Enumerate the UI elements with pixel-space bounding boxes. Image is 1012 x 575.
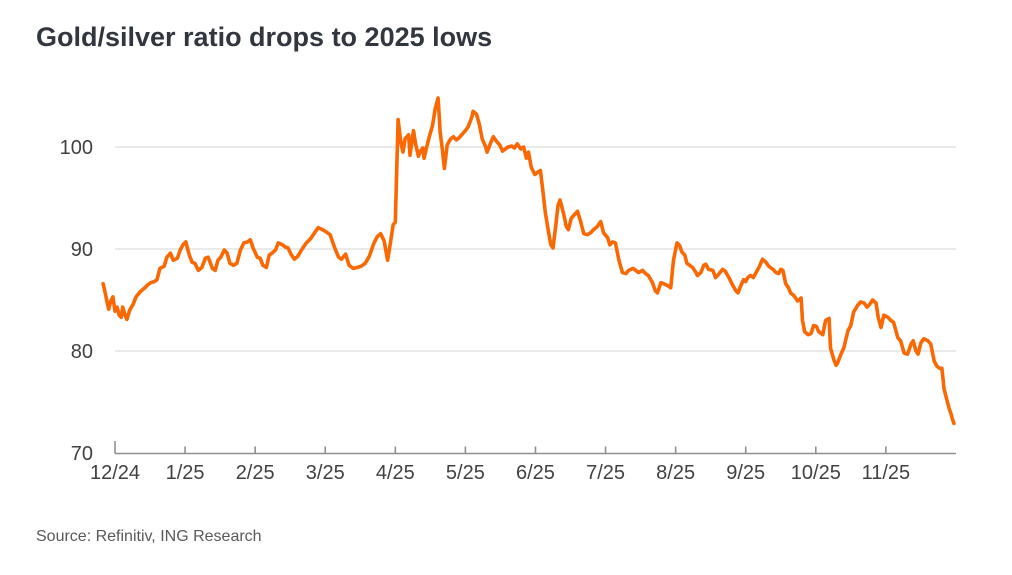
y-axis-label: 80 bbox=[71, 341, 93, 363]
y-axis-label: 100 bbox=[60, 137, 93, 159]
x-axis-label: 8/25 bbox=[656, 462, 695, 484]
x-axis-label: 10/25 bbox=[791, 462, 841, 484]
x-axis-label: 1/25 bbox=[166, 462, 205, 484]
x-axis-label: 2/25 bbox=[236, 462, 275, 484]
y-axis-label: 90 bbox=[71, 239, 93, 261]
source-note: Source: Refinitiv, ING Research bbox=[36, 528, 262, 545]
x-axis-label: 5/25 bbox=[446, 462, 485, 484]
x-axis-label: 6/25 bbox=[516, 462, 555, 484]
x-axis-label: 4/25 bbox=[376, 462, 415, 484]
x-axis-label: 9/25 bbox=[726, 462, 765, 484]
x-axis-label: 11/25 bbox=[862, 462, 911, 484]
chart-title: Gold/silver ratio drops to 2025 lows bbox=[36, 22, 493, 52]
y-axis-label: 70 bbox=[71, 443, 93, 465]
x-axis-label: 3/25 bbox=[306, 462, 345, 484]
x-axis-label: 7/25 bbox=[586, 462, 625, 484]
x-axis-label: 12/24 bbox=[90, 462, 140, 484]
ratio-line-series bbox=[101, 96, 956, 426]
